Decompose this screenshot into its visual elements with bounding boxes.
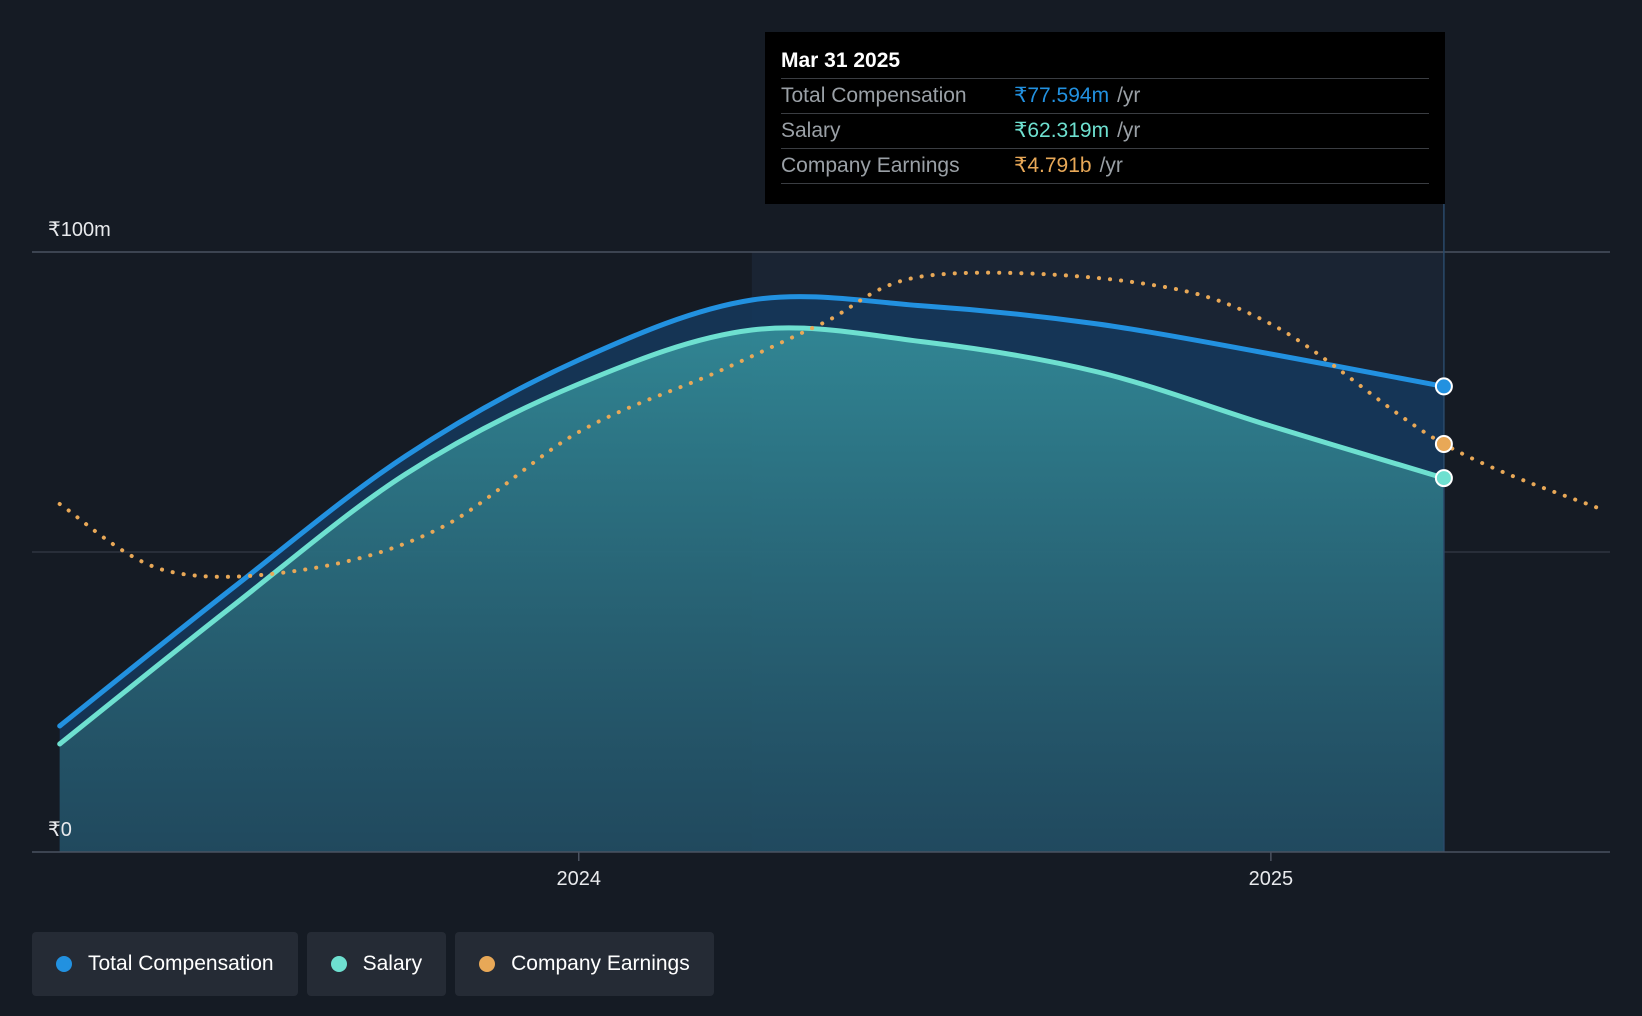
tooltip-label: Total Compensation [781,84,967,107]
tooltip-date: Mar 31 2025 [781,46,1429,79]
x-tick-label: 2024 [557,868,602,890]
legend-label: Company Earnings [511,952,690,975]
legend-dot-icon [479,956,496,972]
salary-line [57,325,1447,747]
tooltip-unit: /yr [1117,84,1141,107]
y-tick-label: ₹0 [48,819,72,841]
company-earnings-marker [1434,435,1453,453]
legend-dot-icon [330,956,347,972]
tooltip-row-total-compensation: Total Compensation ₹77.594m /yr [781,79,1429,114]
tooltip-value: ₹4.791b [1014,154,1092,177]
legend-dot-icon [56,956,72,972]
salary-area [59,327,1444,852]
legend-item-salary[interactable]: Salary [306,932,447,996]
tooltip: Mar 31 2025 Total Compensation ₹77.594m … [765,32,1445,204]
legend-item-company-earnings[interactable]: Company Earnings [455,932,714,996]
total-compensation-marker [1434,377,1453,396]
tooltip-label: Salary [781,119,841,142]
x-tick-label: 2025 [1249,868,1294,890]
tooltip-unit: /yr [1099,154,1123,177]
tooltip-value: ₹77.594m [1014,84,1110,107]
legend: Total Compensation Salary Company Earnin… [32,932,714,996]
tooltip-row-company-earnings: Company Earnings ₹4.791b /yr [781,149,1429,184]
y-tick-label: ₹100m [48,219,111,241]
total-compensation-line [57,294,1447,729]
tooltip-label: Company Earnings [781,154,960,177]
tooltip-value: ₹62.319m [1014,119,1110,142]
salary-marker [1434,469,1453,488]
tooltip-unit: /yr [1117,119,1141,142]
legend-item-total-compensation[interactable]: Total Compensation [32,932,298,996]
legend-label: Salary [362,952,423,975]
tooltip-row-salary: Salary ₹62.319m /yr [781,114,1429,149]
legend-label: Total Compensation [88,952,274,975]
